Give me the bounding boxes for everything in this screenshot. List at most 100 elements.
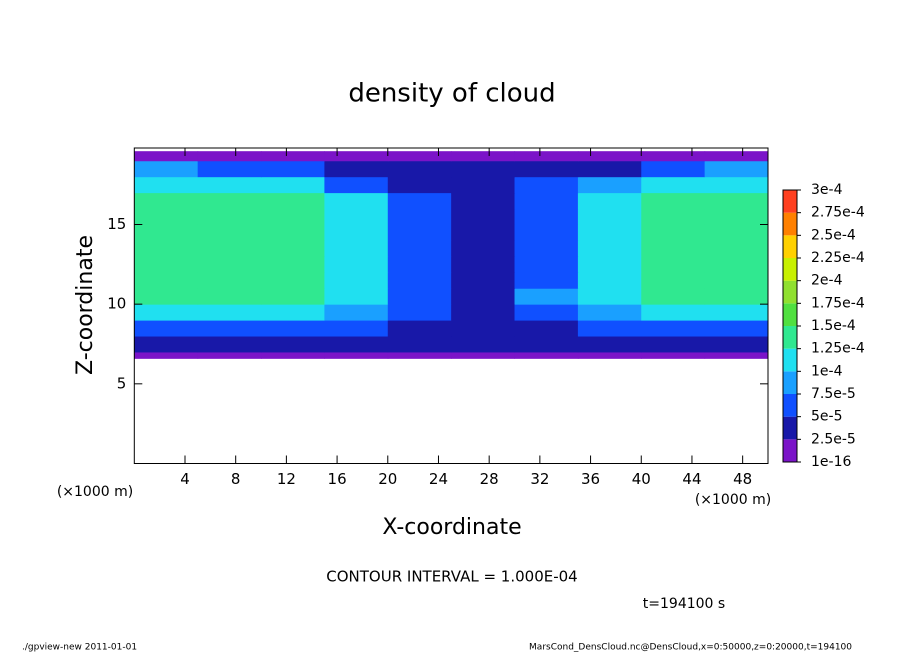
heat-cell	[704, 272, 769, 289]
colorbar-label: 7.5e-5	[811, 386, 856, 402]
heat-cell	[641, 224, 706, 241]
y-tick-label: 5	[117, 374, 127, 392]
heat-cell	[451, 351, 516, 359]
heat-cell	[704, 288, 769, 305]
heat-cell	[134, 192, 199, 210]
heat-cell	[387, 240, 452, 257]
heat-cell	[577, 336, 642, 353]
heat-cell	[261, 151, 325, 162]
heat-cell	[704, 320, 769, 337]
heat-cell	[577, 208, 642, 225]
heat-cell	[641, 240, 706, 257]
heat-cell	[514, 192, 579, 210]
heat-cell	[704, 176, 769, 194]
heat-cell	[451, 176, 516, 194]
y-tick-label: 15	[107, 215, 126, 233]
heat-cell	[387, 160, 452, 178]
heat-cell	[261, 351, 325, 359]
colorbar-band	[783, 303, 797, 326]
x-tick-label: 24	[429, 470, 448, 488]
heat-cell	[577, 224, 642, 241]
heat-cell	[197, 272, 262, 289]
heat-cell	[261, 304, 325, 321]
colorbar-label: 1.25e-4	[811, 341, 865, 357]
plot-frame	[133, 147, 769, 464]
colorbar-band	[783, 416, 797, 440]
heat-cell	[134, 272, 199, 289]
x-tick-label: 36	[581, 470, 600, 488]
heat-cell	[324, 240, 389, 257]
heat-cell	[577, 160, 642, 178]
heat-cell	[324, 160, 389, 178]
x-tick-label: 20	[378, 470, 397, 488]
heat-cell	[641, 256, 706, 273]
heat-cell	[261, 192, 325, 210]
heat-cell	[704, 304, 769, 321]
colorbar-label: 1e-4	[811, 363, 843, 379]
heat-cell	[451, 224, 516, 241]
heat-cell	[134, 336, 199, 353]
heat-cell	[514, 208, 579, 225]
heat-cell	[197, 288, 262, 305]
heat-cell	[514, 351, 579, 359]
heat-cell	[197, 160, 262, 178]
colorbar-label: 2.5e-4	[811, 227, 856, 243]
heat-cell	[134, 320, 199, 337]
colorbar-label: 1e-16	[811, 454, 851, 470]
heat-cell	[451, 288, 516, 305]
x-tick-label: 8	[231, 470, 241, 488]
heat-cell	[641, 288, 706, 305]
heat-cell	[261, 208, 325, 225]
heat-cell	[134, 304, 199, 321]
heat-cell	[197, 320, 262, 337]
heat-cell	[451, 256, 516, 273]
heat-cell	[261, 336, 325, 353]
heat-cell	[514, 176, 579, 194]
heat-cell	[134, 151, 199, 162]
heat-cell	[324, 192, 389, 210]
heat-cell	[387, 320, 452, 337]
heat-cell	[134, 256, 199, 273]
heat-cell	[387, 288, 452, 305]
colorbar-label: 2.5e-5	[811, 431, 856, 447]
heat-cell	[324, 351, 389, 359]
heat-cell	[514, 272, 579, 289]
heat-cell	[641, 336, 706, 353]
heat-cell	[387, 151, 452, 162]
colorbar-band	[783, 371, 797, 394]
heat-cell	[197, 336, 262, 353]
x-tick-label: 40	[632, 470, 651, 488]
heat-cell	[704, 336, 769, 353]
heat-cell	[324, 320, 389, 337]
colorbar-label: 3e-4	[811, 182, 843, 198]
heat-cell	[641, 160, 706, 178]
heat-cell	[451, 336, 516, 353]
heat-cell	[514, 288, 579, 305]
colorbar-band	[783, 258, 797, 281]
heat-cell	[324, 256, 389, 273]
heat-cell	[261, 176, 325, 194]
heat-cell	[451, 192, 516, 210]
colorbar-band	[783, 190, 797, 213]
heat-cell	[514, 160, 579, 178]
heat-cell	[387, 208, 452, 225]
x-axis-label: X-coordinate	[382, 515, 521, 540]
heat-cell	[514, 256, 579, 273]
heat-cell	[387, 176, 452, 194]
x-tick-label: 4	[180, 470, 190, 488]
x-tick-label: 16	[328, 470, 347, 488]
heat-cell	[324, 224, 389, 241]
heat-cell	[514, 304, 579, 321]
heat-cell	[641, 351, 706, 359]
heat-cell	[451, 208, 516, 225]
heat-cell	[641, 151, 706, 162]
heat-cell	[197, 240, 262, 257]
heat-cell	[387, 224, 452, 241]
heat-cell	[704, 160, 769, 178]
heat-cell	[704, 351, 769, 359]
heat-cell	[197, 176, 262, 194]
y-axis-label: Z-coordinate	[73, 235, 98, 375]
heat-cell	[514, 151, 579, 162]
heat-cell	[261, 160, 325, 178]
